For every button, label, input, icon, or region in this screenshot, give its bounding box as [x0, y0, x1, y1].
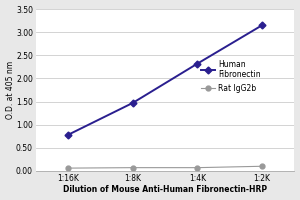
Line: Human
Fibronectin: Human Fibronectin	[66, 23, 265, 137]
Legend: Human
Fibronectin, Rat IgG2b: Human Fibronectin, Rat IgG2b	[200, 58, 262, 94]
Human
Fibronectin	[66, 134, 70, 136]
Line: Rat IgG2b: Rat IgG2b	[66, 164, 265, 171]
Y-axis label: O.D. at 405 nm: O.D. at 405 nm	[6, 61, 15, 119]
Human
Fibronectin	[196, 62, 199, 65]
Rat IgG2b	[196, 166, 199, 169]
X-axis label: Dilution of Mouse Anti-Human Fibronectin-HRP: Dilution of Mouse Anti-Human Fibronectin…	[63, 185, 267, 194]
Rat IgG2b	[66, 167, 70, 169]
Rat IgG2b	[260, 165, 264, 167]
Rat IgG2b	[131, 166, 134, 169]
Human
Fibronectin	[131, 102, 134, 104]
Human
Fibronectin	[260, 24, 264, 26]
